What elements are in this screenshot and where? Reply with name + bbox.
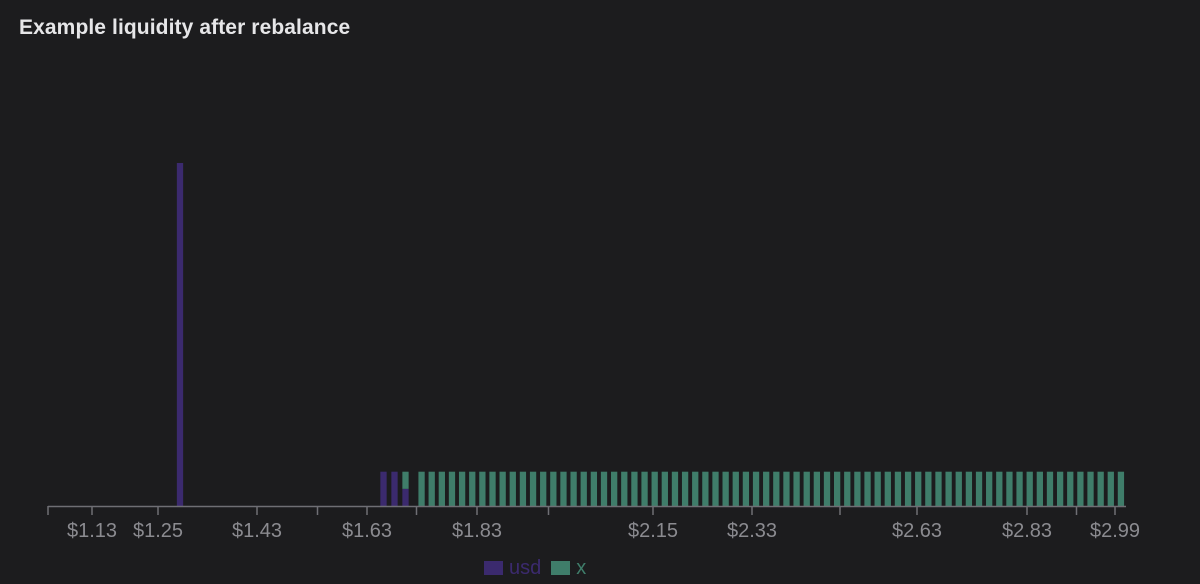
bar-x [702, 471, 709, 506]
bar-x [1107, 471, 1114, 506]
legend-swatch-usd [484, 561, 503, 575]
bar-x [499, 471, 506, 506]
bar-x [904, 471, 912, 506]
bar-x [479, 471, 486, 506]
bar-x [489, 471, 496, 506]
bar-x [428, 471, 435, 506]
bar-x [631, 471, 638, 506]
bar-x [692, 471, 699, 506]
bar-x [1056, 471, 1064, 506]
bar-x [570, 471, 577, 506]
legend-label-usd: usd [509, 557, 542, 579]
x-tick-label: $1.25 [133, 520, 183, 542]
bar-x [833, 471, 841, 506]
bar-x [681, 471, 689, 506]
bar-x [418, 471, 425, 506]
bar-x [732, 471, 739, 506]
bar-x [519, 471, 527, 506]
bar-x [793, 471, 800, 506]
bar-x [560, 471, 567, 506]
legend-item-x[interactable]: x [551, 558, 586, 578]
legend: usd x [484, 558, 586, 578]
x-tick-label: $2.83 [1002, 520, 1052, 542]
bar-x [884, 471, 891, 506]
bar-x [509, 471, 516, 506]
bar-x [763, 471, 770, 506]
bar-x [864, 471, 871, 506]
bar-x [935, 471, 942, 506]
bar-x [1087, 471, 1094, 506]
bar-x [773, 471, 780, 506]
bar-x [783, 471, 790, 506]
bar-x [945, 471, 952, 506]
legend-swatch-x [551, 561, 571, 575]
bar-x [458, 471, 466, 506]
x-tick-label: $2.15 [628, 520, 678, 542]
x-tick-label: $1.43 [232, 520, 282, 542]
bar-x [925, 471, 932, 506]
bar-x [965, 471, 973, 506]
bar-x [438, 471, 445, 506]
bar-x [722, 471, 729, 506]
bar-x [671, 471, 679, 506]
bar-usd [402, 488, 409, 506]
x-tick-label: $2.99 [1090, 520, 1140, 542]
bar-usd [176, 163, 184, 506]
bar-x [1117, 471, 1125, 506]
bar-x [1077, 471, 1084, 506]
x-tick-label: $1.13 [67, 520, 117, 542]
x-tick-label: $2.63 [892, 520, 942, 542]
bar-x [712, 471, 719, 506]
legend-label-x: x [576, 557, 587, 579]
bar-x [1046, 471, 1054, 506]
bar-x [742, 471, 750, 506]
bar-x [975, 471, 983, 506]
bar-x [1036, 471, 1043, 506]
bar-x [1006, 471, 1013, 506]
bar-x [621, 471, 628, 506]
bar-x [823, 471, 831, 506]
bar-x [611, 471, 618, 506]
bar-x [752, 471, 760, 506]
bar-x [894, 471, 902, 506]
bar-x [580, 471, 587, 506]
bar-x [529, 471, 537, 506]
bar-x [813, 471, 821, 506]
bar-x [641, 471, 648, 506]
bar-x [986, 471, 993, 506]
bar-x [854, 471, 861, 506]
bar-x [1067, 471, 1074, 506]
x-tick-label: $1.63 [342, 520, 392, 542]
bar-usd [380, 471, 387, 506]
bar-x [590, 471, 598, 506]
bar-x [402, 471, 409, 489]
bar-x [661, 471, 668, 506]
bars-group [176, 163, 1125, 506]
bar-x [600, 471, 608, 506]
bar-x [1097, 471, 1104, 506]
bar-usd [391, 471, 398, 506]
bar-x [915, 471, 922, 506]
bar-x [651, 471, 658, 506]
bar-x [540, 471, 547, 506]
bar-x [844, 471, 851, 506]
bar-x [1016, 471, 1023, 506]
bar-x [469, 471, 476, 506]
bar-x [448, 471, 456, 506]
bar-x [803, 471, 810, 506]
x-tick-label: $2.33 [727, 520, 777, 542]
x-tick-label: $1.83 [452, 520, 502, 542]
bar-x [996, 471, 1003, 506]
chart-title: Example liquidity after rebalance [19, 16, 351, 39]
bar-x [874, 471, 881, 506]
bar-x [1026, 471, 1033, 506]
bar-x [955, 471, 962, 506]
bar-x [550, 471, 557, 506]
legend-item-usd[interactable]: usd [484, 558, 541, 578]
